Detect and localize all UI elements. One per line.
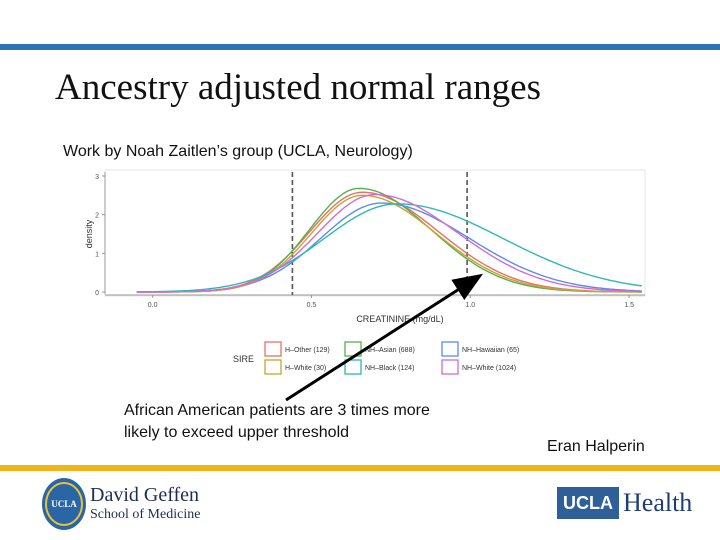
density-curve-series-4 [136, 203, 642, 293]
bottom-accent-bar [0, 465, 720, 471]
legend-label: NH–Black (124) [365, 365, 414, 372]
dg-logo-text: David Geffen School of Medicine [90, 484, 200, 524]
legend-swatch [441, 341, 459, 357]
x-axis-title: CREATININE (mg/dL) [356, 314, 443, 324]
dg-line-2: School of Medicine [90, 507, 201, 522]
x-tick-label: 0.0 [148, 302, 158, 309]
annotation-text: African American patients are 3 times mo… [124, 400, 430, 444]
ucla-health-logo: UCLA Health [557, 486, 692, 520]
ucla-logo-box: UCLA [557, 487, 619, 519]
dg-line-1: David Geffen [90, 484, 200, 506]
legend-label: H–White (30) [285, 365, 326, 372]
legend-swatch [441, 359, 459, 375]
legend-label: NH–White (1024) [462, 365, 516, 372]
y-tick-label: 3 [95, 174, 99, 181]
top-accent-bar [0, 44, 720, 50]
legend-label: NH–Asian (688) [365, 347, 415, 354]
legend-swatch [264, 359, 282, 375]
x-tick-label: 0.5 [307, 302, 317, 309]
density-chart-svg: 0 1 2 3 0.0 0.5 1.0 1.5 CREATININE (mg/dL) densit… [75, 166, 655, 391]
annotation-line-1: African American patients are 3 times mo… [124, 402, 430, 419]
author-name: Eran Halperin [547, 438, 645, 455]
y-tick-label: 2 [95, 213, 99, 220]
legend-label: H–Other (129) [285, 347, 330, 354]
density-curve-series-5 [136, 193, 642, 293]
seal-text: UCLA [45, 482, 83, 526]
x-tick-label: 1.5 [624, 302, 634, 309]
health-logo-text: Health [623, 488, 693, 517]
x-tick-label: 1.0 [465, 302, 475, 309]
y-tick-label: 0 [95, 290, 99, 297]
legend-title: SIRE [233, 354, 254, 364]
plot-panel [104, 169, 646, 297]
david-geffen-logo: UCLA David Geffen School of Medicine [42, 478, 200, 534]
legend-swatch [264, 341, 282, 357]
legend-label: NH–Hawaiian (65) [462, 347, 519, 354]
ucla-seal-icon: UCLA [42, 478, 86, 530]
annotation-line-2: likely to exceed upper threshold [124, 424, 350, 441]
y-axis-title: density [84, 219, 94, 248]
density-chart: 0 1 2 3 0.0 0.5 1.0 1.5 CREATININE (mg/dL) densit… [75, 166, 655, 391]
y-tick-label: 1 [95, 251, 99, 258]
legend-swatch [344, 341, 362, 357]
legend-swatch [344, 359, 362, 375]
slide-title: Ancestry adjusted normal ranges [55, 67, 541, 108]
slide-subtitle: Work by Noah Zaitlen’s group (UCLA, Neur… [63, 143, 413, 160]
